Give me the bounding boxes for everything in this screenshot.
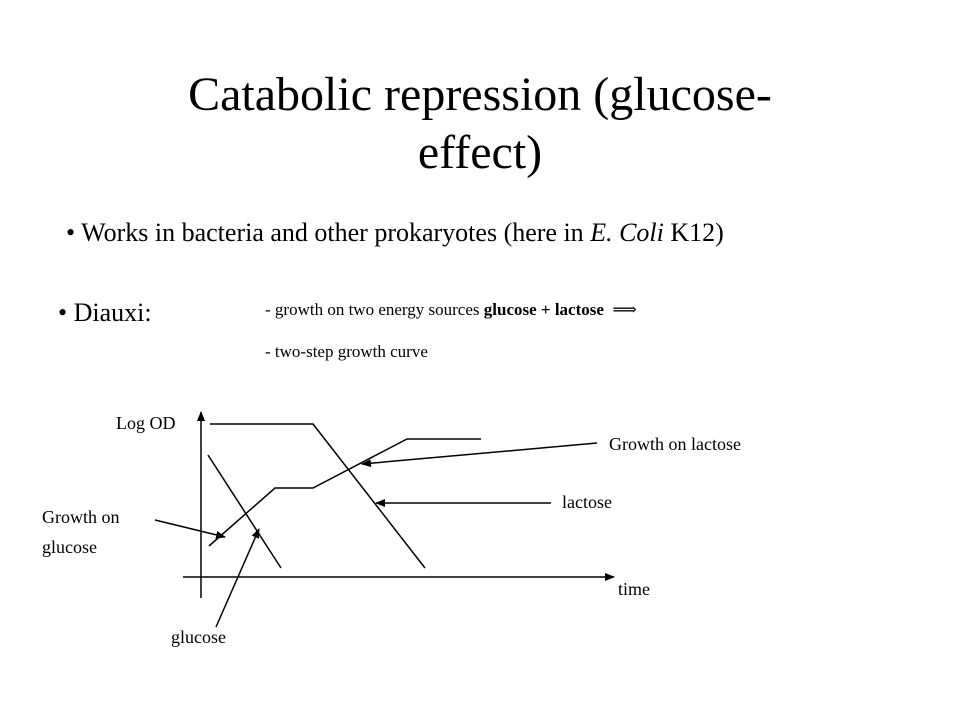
label-growth-on-lactose: Growth on lactose bbox=[609, 434, 741, 454]
growth-glucose-line-1: Growth on bbox=[42, 507, 120, 527]
bullet-dot: • bbox=[66, 218, 76, 247]
slide-title: Catabolic repression (glucose- effect) bbox=[0, 66, 960, 182]
implies-arrow-icon: ⟹ bbox=[612, 300, 637, 319]
diauxi-label: Diauxi: bbox=[73, 298, 152, 327]
label-growth-on-glucose: Growth on glucose bbox=[42, 504, 120, 560]
works-text-after: K12) bbox=[663, 218, 724, 247]
note-energy-sources: - growth on two energy sources glucose +… bbox=[265, 300, 637, 320]
title-line-1: Catabolic repression (glucose- bbox=[188, 68, 772, 121]
bullet-works: • Works in bacteria and other prokaryote… bbox=[66, 218, 724, 248]
growth-glucose-line-2: glucose bbox=[42, 537, 97, 557]
arrow-growth-glucose bbox=[154, 519, 226, 539]
note-growth-curve: - two-step growth curve bbox=[265, 342, 428, 361]
arrow-growth-lactose bbox=[361, 442, 598, 468]
bullet-dot: • bbox=[58, 298, 68, 327]
label-glucose: glucose bbox=[171, 627, 226, 647]
note1-prefix: - growth on two energy sources bbox=[265, 300, 484, 319]
y-axis-label: Log OD bbox=[116, 413, 176, 433]
organism-name: E. Coli bbox=[590, 218, 664, 247]
growth-curve bbox=[208, 438, 481, 547]
lactose-curve bbox=[210, 423, 426, 569]
title-line-2: effect) bbox=[417, 126, 543, 179]
arrow-glucose bbox=[215, 528, 260, 628]
label-lactose: lactose bbox=[562, 492, 612, 512]
works-text-before: Works in bacteria and other prokaryotes … bbox=[81, 218, 591, 247]
bullet-diauxi: • Diauxi: bbox=[58, 298, 152, 328]
glucose-curve bbox=[207, 454, 282, 569]
note1-sources: glucose + lactose bbox=[483, 300, 604, 319]
x-axis-label: time bbox=[618, 579, 650, 599]
